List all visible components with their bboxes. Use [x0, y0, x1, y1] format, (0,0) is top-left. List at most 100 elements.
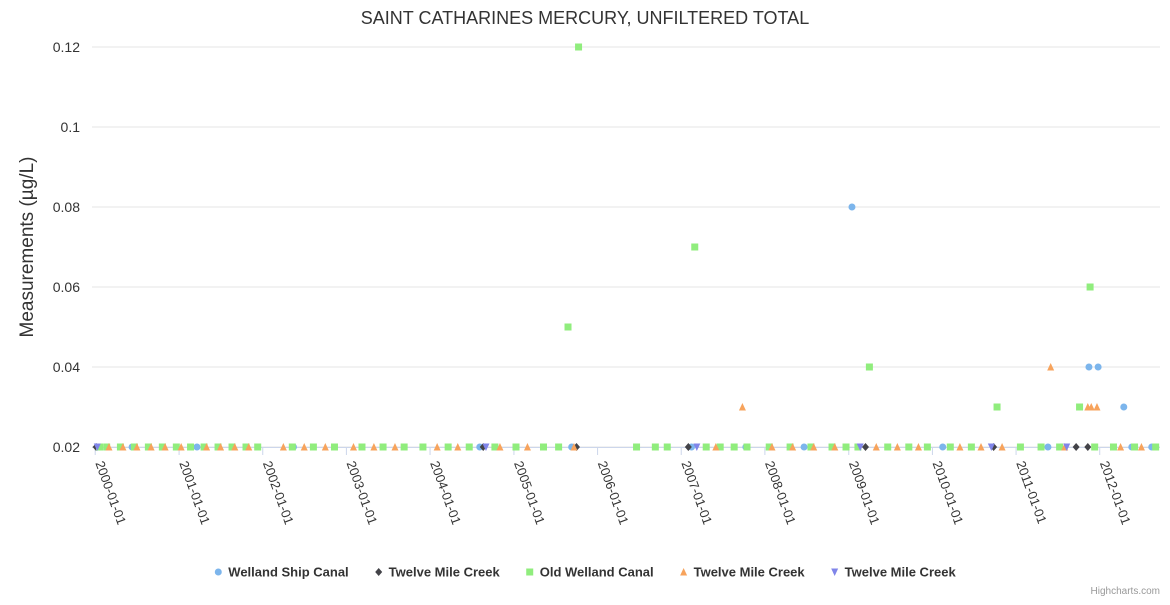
data-point[interactable]	[187, 443, 195, 451]
data-point[interactable]	[245, 443, 253, 451]
data-point[interactable]	[712, 443, 720, 451]
data-point[interactable]	[309, 443, 317, 451]
data-point[interactable]	[807, 443, 815, 451]
data-point[interactable]	[1152, 443, 1160, 451]
data-point[interactable]	[465, 443, 473, 451]
data-point[interactable]	[872, 443, 880, 451]
data-point[interactable]	[856, 443, 864, 452]
data-point[interactable]	[575, 43, 583, 51]
data-point[interactable]	[993, 403, 1001, 411]
data-point[interactable]	[130, 443, 138, 451]
data-point[interactable]	[349, 443, 357, 451]
data-point[interactable]	[330, 443, 338, 451]
data-point[interactable]	[93, 443, 101, 452]
data-point[interactable]	[491, 443, 499, 451]
data-point[interactable]	[1094, 363, 1102, 371]
data-point[interactable]	[1086, 283, 1094, 291]
data-point[interactable]	[946, 443, 954, 451]
data-point[interactable]	[956, 443, 964, 451]
data-point[interactable]	[288, 443, 296, 451]
legend-item[interactable]: Twelve Mile Creek	[680, 565, 805, 580]
data-point[interactable]	[539, 443, 547, 451]
data-point[interactable]	[738, 403, 746, 411]
data-point[interactable]	[691, 243, 699, 251]
data-point[interactable]	[861, 443, 869, 451]
data-point[interactable]	[1084, 443, 1092, 451]
data-point[interactable]	[321, 443, 329, 451]
data-point[interactable]	[564, 323, 572, 331]
data-point[interactable]	[254, 443, 262, 451]
data-point[interactable]	[133, 443, 141, 451]
data-point[interactable]	[1016, 443, 1024, 451]
data-point[interactable]	[1137, 443, 1145, 451]
data-point[interactable]	[391, 443, 399, 451]
data-point[interactable]	[842, 443, 850, 451]
data-point[interactable]	[105, 443, 113, 451]
data-point[interactable]	[103, 443, 111, 451]
data-point[interactable]	[1087, 403, 1095, 411]
data-point[interactable]	[570, 443, 578, 451]
legend-symbol[interactable]	[214, 568, 222, 576]
data-point[interactable]	[147, 443, 155, 451]
data-point[interactable]	[419, 443, 427, 451]
legend-item[interactable]: Welland Ship Canal	[214, 565, 349, 580]
data-point[interactable]	[702, 443, 710, 451]
data-point[interactable]	[1044, 443, 1052, 451]
data-point[interactable]	[1091, 443, 1099, 451]
legend-symbol[interactable]	[375, 568, 383, 576]
data-point[interactable]	[716, 443, 724, 451]
data-point[interactable]	[693, 443, 701, 452]
data-point[interactable]	[831, 443, 839, 451]
data-point[interactable]	[1047, 363, 1055, 371]
legend[interactable]: Welland Ship Canal Twelve Mile Creek Old W…	[214, 565, 957, 580]
data-point[interactable]	[454, 443, 462, 451]
data-point[interactable]	[905, 443, 913, 451]
data-point[interactable]	[158, 443, 166, 451]
legend-item[interactable]: Old Welland Canal	[526, 565, 654, 580]
data-point[interactable]	[663, 443, 671, 451]
data-point[interactable]	[800, 443, 808, 451]
data-point[interactable]	[914, 443, 922, 451]
data-point[interactable]	[1117, 443, 1125, 451]
data-point[interactable]	[242, 443, 250, 451]
data-point[interactable]	[848, 203, 856, 211]
data-point[interactable]	[789, 443, 797, 451]
data-point[interactable]	[379, 443, 387, 451]
data-point[interactable]	[865, 363, 873, 371]
data-point[interactable]	[300, 443, 308, 451]
data-point[interactable]	[217, 443, 225, 451]
legend-symbol[interactable]	[680, 568, 688, 576]
data-point[interactable]	[444, 443, 452, 451]
data-point[interactable]	[96, 443, 104, 451]
data-point[interactable]	[651, 443, 659, 451]
data-point[interactable]	[214, 443, 222, 451]
data-point[interactable]	[1109, 443, 1117, 451]
data-point[interactable]	[203, 443, 211, 451]
data-point[interactable]	[172, 443, 180, 451]
data-point[interactable]	[828, 443, 836, 451]
data-point[interactable]	[810, 443, 818, 451]
data-point[interactable]	[144, 443, 152, 451]
data-point[interactable]	[730, 443, 738, 451]
data-point[interactable]	[193, 443, 201, 451]
data-point[interactable]	[370, 443, 378, 451]
data-point[interactable]	[967, 443, 975, 451]
data-point[interactable]	[1076, 403, 1084, 411]
data-point[interactable]	[116, 443, 124, 451]
data-point[interactable]	[765, 443, 773, 451]
data-point[interactable]	[228, 443, 236, 451]
data-point[interactable]	[400, 443, 408, 451]
legend-symbol[interactable]	[526, 568, 534, 576]
data-point[interactable]	[161, 443, 169, 451]
data-point[interactable]	[119, 443, 127, 451]
data-point[interactable]	[1131, 443, 1139, 451]
data-point[interactable]	[923, 443, 931, 451]
data-point[interactable]	[893, 443, 901, 451]
data-point[interactable]	[939, 443, 947, 451]
data-point[interactable]	[1120, 403, 1128, 411]
data-point[interactable]	[200, 443, 208, 451]
data-point[interactable]	[279, 443, 287, 451]
data-point[interactable]	[1072, 443, 1080, 451]
data-point[interactable]	[743, 443, 751, 451]
data-point[interactable]	[1093, 403, 1101, 411]
